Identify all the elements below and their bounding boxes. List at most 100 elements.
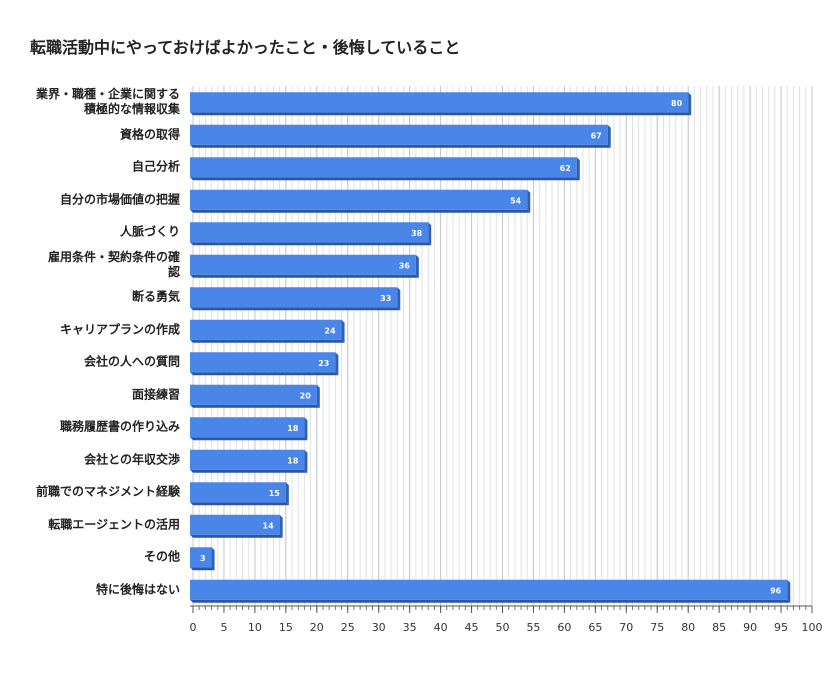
bar-bottom <box>190 567 215 571</box>
x-tick-label: 0 <box>190 621 197 634</box>
bar <box>190 124 608 145</box>
x-tick-label: 70 <box>619 621 633 634</box>
y-tick-label: 自分の市場価値の把握 <box>59 192 180 207</box>
bar <box>190 384 317 405</box>
y-tick-label: 特に後悔はない <box>95 582 180 597</box>
value-label: 3 <box>200 554 206 563</box>
value-label: 18 <box>287 424 299 433</box>
value-label: 14 <box>263 521 275 530</box>
value-label: 80 <box>671 99 683 108</box>
value-label: 96 <box>770 586 782 595</box>
bar-bottom <box>190 144 611 148</box>
bar-side <box>415 254 419 278</box>
bar <box>190 482 286 503</box>
x-tick-label: 25 <box>341 621 355 634</box>
bar-side <box>576 157 580 181</box>
x-tick-label: 5 <box>220 621 227 634</box>
bar-side <box>335 352 339 376</box>
y-tick-label: 転職エージェントの活用 <box>48 517 180 532</box>
value-label: 67 <box>591 131 602 140</box>
bar-bottom <box>190 502 289 506</box>
bar-bottom <box>190 437 308 441</box>
x-tick-label: 60 <box>557 621 571 634</box>
x-tick-label: 45 <box>465 621 479 634</box>
bar-bottom <box>190 599 791 603</box>
y-tick-label: 自己分析 <box>131 159 180 174</box>
x-tick-label: 85 <box>712 621 726 634</box>
bar-side <box>527 189 531 213</box>
x-tick-label: 20 <box>310 621 324 634</box>
bar <box>190 92 689 113</box>
x-tick-label: 100 <box>802 621 823 634</box>
y-tick-label: その他 <box>143 549 180 564</box>
y-tick-label: 前職でのマネジメント経験 <box>35 484 180 499</box>
value-label: 33 <box>380 294 391 303</box>
value-label: 15 <box>269 489 281 498</box>
bar-bottom <box>190 339 345 343</box>
bar <box>190 352 336 373</box>
bar-bottom <box>190 177 580 181</box>
y-tick-label: 業界・職種・企業に関する 積極的な情報収集 <box>35 87 180 117</box>
value-label: 18 <box>287 456 299 465</box>
bar <box>190 157 577 178</box>
bar-side <box>304 449 308 473</box>
bar-side <box>428 222 432 246</box>
x-tick-label: 30 <box>372 621 386 634</box>
value-label: 54 <box>510 196 522 205</box>
y-tick-label: 面接練習 <box>131 387 180 402</box>
x-tick-label: 50 <box>496 621 510 634</box>
x-tick-label: 35 <box>403 621 417 634</box>
y-tick-label: 人脈づくり <box>119 224 180 239</box>
x-tick-label: 65 <box>588 621 602 634</box>
bar-bottom <box>190 242 432 246</box>
bar-side <box>304 417 308 441</box>
x-tick-label: 90 <box>743 621 757 634</box>
x-tick-label: 15 <box>279 621 293 634</box>
y-tick-label: 雇用条件・契約条件の確 認 <box>47 249 180 279</box>
bar <box>190 287 398 308</box>
value-label: 62 <box>560 164 571 173</box>
x-tick-label: 55 <box>526 621 540 634</box>
bar-side <box>285 482 289 506</box>
bar-bottom <box>190 372 339 376</box>
x-tick-label: 80 <box>681 621 695 634</box>
bar <box>190 189 528 210</box>
x-tick-label: 75 <box>650 621 664 634</box>
value-label: 23 <box>318 359 329 368</box>
bar <box>190 254 416 275</box>
bar <box>190 319 342 340</box>
x-tick-label: 40 <box>434 621 448 634</box>
y-tick-label: 会社との年収交渉 <box>84 452 180 467</box>
bar <box>190 417 305 438</box>
bar-bottom <box>190 469 308 473</box>
bar-side <box>397 287 401 311</box>
bar-bottom <box>190 307 401 311</box>
bar-bottom <box>190 404 320 408</box>
x-tick-label: 10 <box>248 621 262 634</box>
bar <box>190 579 788 600</box>
bar-side <box>341 319 345 343</box>
value-label: 24 <box>324 326 336 335</box>
bar <box>190 514 280 535</box>
y-tick-label: キャリアプランの作成 <box>59 322 180 337</box>
y-tick-label: 断る勇気 <box>131 289 180 304</box>
bar-side <box>279 514 283 538</box>
bar-bottom <box>190 534 283 538</box>
bar-bottom <box>190 112 692 116</box>
x-tick-label: 95 <box>774 621 788 634</box>
y-tick-label: 資格の取得 <box>119 127 180 142</box>
bar-bottom <box>190 274 419 278</box>
bar-bottom <box>190 209 531 213</box>
bar <box>190 222 429 243</box>
value-label: 38 <box>411 229 423 238</box>
bar-side <box>607 124 611 148</box>
value-label: 20 <box>300 391 312 400</box>
bar-side <box>688 92 692 116</box>
bar <box>190 449 305 470</box>
chart-title: 転職活動中にやっておけばよかったこと・後悔していること <box>30 38 461 57</box>
bar <box>190 547 212 568</box>
y-tick-label: 職務履歴書の作り込み <box>59 419 180 434</box>
bar-side <box>316 384 320 408</box>
